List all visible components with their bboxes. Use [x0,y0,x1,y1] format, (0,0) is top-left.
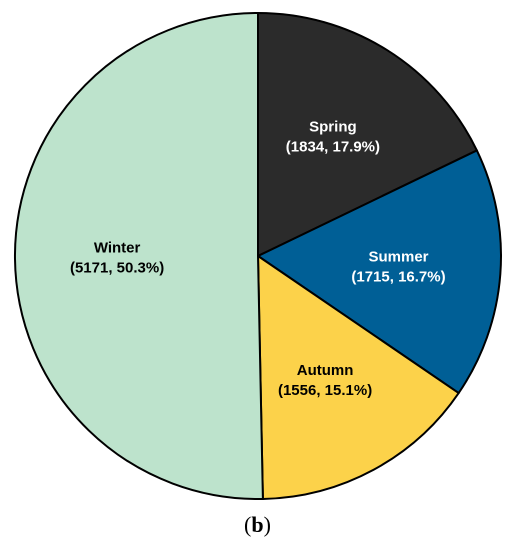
pie-slices [13,12,502,500]
pie-slice-autumn [257,255,460,500]
pie-slice-spring [257,12,478,257]
pie-chart: Spring (1834, 17.9%) Summer (1715, 16.7%) Au… [13,12,502,500]
slice-value-summer: (1715, 16.7%) [351,269,445,286]
slice-label-winter: Winter [94,239,141,256]
slice-value-spring: (1834, 17.9%) [286,139,380,156]
slice-value-autumn: (1556, 15.1%) [278,382,372,399]
panel-label-letter: b [251,512,264,537]
panel-label-close: ) [263,512,271,537]
slice-label-autumn: Autumn [297,362,354,379]
slice-value-winter: (5171, 50.3%) [70,259,164,276]
pie-labels: Spring (1834, 17.9%) Summer (1715, 16.7%) Au… [70,119,446,399]
pie-slice-winter [13,12,264,500]
slice-label-spring: Spring [309,119,357,136]
panel-label-open: ( [244,512,252,537]
slice-label-summer: Summer [368,249,428,266]
pie-slice-summer [257,149,502,395]
panel-label: (b) [0,512,515,538]
